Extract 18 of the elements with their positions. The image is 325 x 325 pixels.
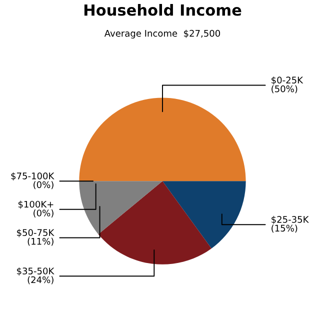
pie-slice <box>162 181 246 248</box>
data-label: (11%) <box>28 238 54 246</box>
slice-label: $0-25K <box>272 76 304 85</box>
data-label: (50%) <box>272 85 298 94</box>
data-label: (15%) <box>272 224 298 233</box>
legend-label: $75-100K <box>11 172 54 181</box>
slice-label: $35-50K <box>17 267 54 276</box>
text: (0%) <box>34 181 54 190</box>
pie-slice <box>79 98 246 182</box>
data-label: (24%) <box>28 276 54 284</box>
chart-subtitle: Average Income $27,500 <box>104 30 220 38</box>
pie-slice <box>79 181 162 234</box>
chart-title: Household Income <box>84 4 242 16</box>
category-label: $100K+ <box>18 200 54 209</box>
slice-label: $50-75K <box>17 229 54 238</box>
pie-slice <box>98 181 212 264</box>
text: (0%) <box>34 209 54 218</box>
slice-label: $25-35K <box>272 216 309 224</box>
